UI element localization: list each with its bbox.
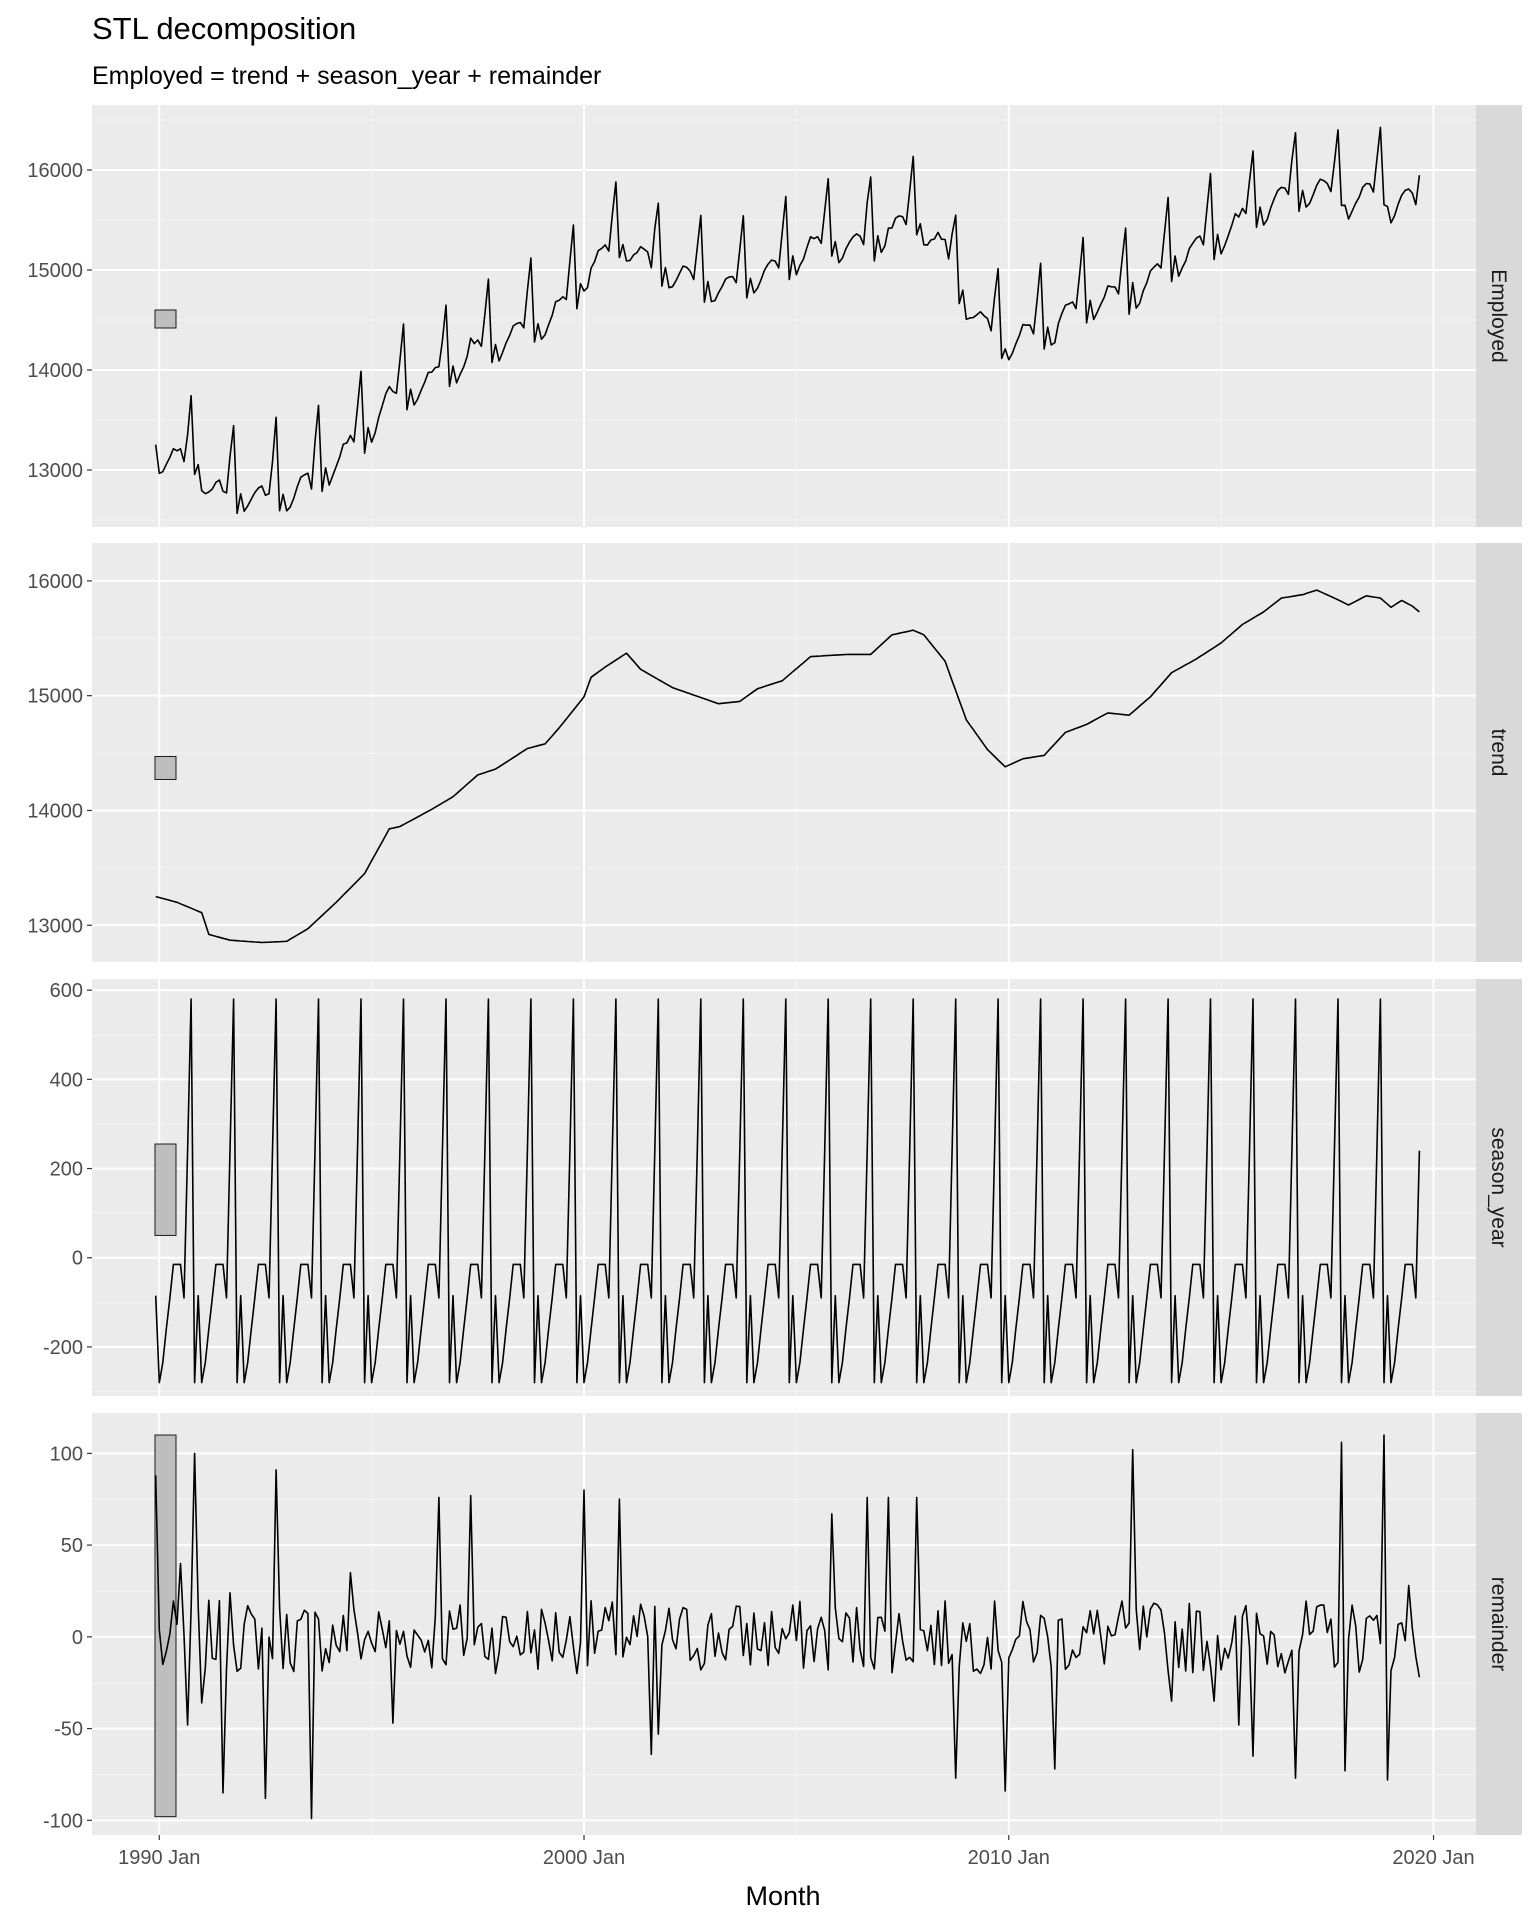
facet-strip — [1476, 1413, 1522, 1835]
panel-background — [92, 543, 1476, 962]
y-tick-label: 0 — [72, 1248, 83, 1270]
facet-strip — [1476, 105, 1522, 527]
x-tick-label: 1990 Jan — [118, 1847, 200, 1869]
facet-strip-label: remainder — [1487, 1577, 1510, 1672]
y-tick-label: 16000 — [27, 160, 83, 182]
x-tick-label: 2020 Jan — [1392, 1847, 1474, 1869]
panel-background — [92, 1413, 1476, 1835]
y-tick-label: 16000 — [27, 571, 83, 593]
series-line-Employed — [154, 126, 1421, 515]
x-axis: 1990 Jan 2000 Jan 2010 Jan 2020 Jan — [118, 1835, 1475, 1869]
y-tick-label: 13000 — [27, 460, 83, 482]
y-tick-label: 100 — [50, 1443, 83, 1465]
series-line-remainder — [154, 1434, 1421, 1820]
y-tick-label: 15000 — [27, 686, 83, 708]
scale-bar — [154, 1143, 177, 1236]
panel-background — [92, 105, 1476, 527]
y-tick-label: 0 — [72, 1627, 83, 1649]
x-axis-title: Month — [745, 1881, 820, 1911]
y-tick-label: 15000 — [27, 260, 83, 282]
facet-strip-label: trend — [1487, 729, 1510, 777]
scale-bar — [154, 756, 177, 780]
y-tick-label: 13000 — [27, 915, 83, 937]
panel-trend: 13000 14000 15000 16000 trend — [27, 543, 1522, 962]
facet-strip-label: Employed — [1487, 269, 1510, 362]
y-tick-label: -100 — [43, 1810, 83, 1832]
series-line-trend — [155, 589, 1420, 944]
x-tick-label: 2000 Jan — [543, 1847, 625, 1869]
y-tick-label: -50 — [54, 1719, 83, 1741]
y-tick-label: -200 — [43, 1337, 83, 1359]
panel-season_year: -200 0 200 400 600 season_year — [43, 979, 1522, 1396]
scale-bar — [154, 1434, 177, 1818]
x-tick-label: 2010 Jan — [968, 1847, 1050, 1869]
panel-Employed: 13000 14000 15000 16000 Employed — [27, 105, 1522, 527]
facet-panels: 13000 14000 15000 16000 Employed 13000 14000 15… — [27, 105, 1522, 1835]
y-tick-label: 14000 — [27, 800, 83, 822]
facet-strip — [1476, 979, 1522, 1396]
chart-subtitle: Employed = trend + season_year + remaind… — [92, 62, 601, 90]
panel-remainder: -100 -50 0 50 100 remainder — [43, 1413, 1522, 1835]
y-tick-label: 14000 — [27, 360, 83, 382]
y-tick-label: 200 — [50, 1159, 83, 1181]
y-tick-label: 50 — [61, 1535, 83, 1557]
series-line-season_year — [154, 998, 1421, 1384]
y-tick-label: 600 — [50, 980, 83, 1002]
chart-title: STL decomposition — [92, 11, 356, 46]
facet-strip-label: season_year — [1487, 1127, 1510, 1247]
scale-bar — [154, 309, 177, 329]
facet-strip — [1476, 543, 1522, 962]
y-tick-label: 400 — [50, 1069, 83, 1091]
